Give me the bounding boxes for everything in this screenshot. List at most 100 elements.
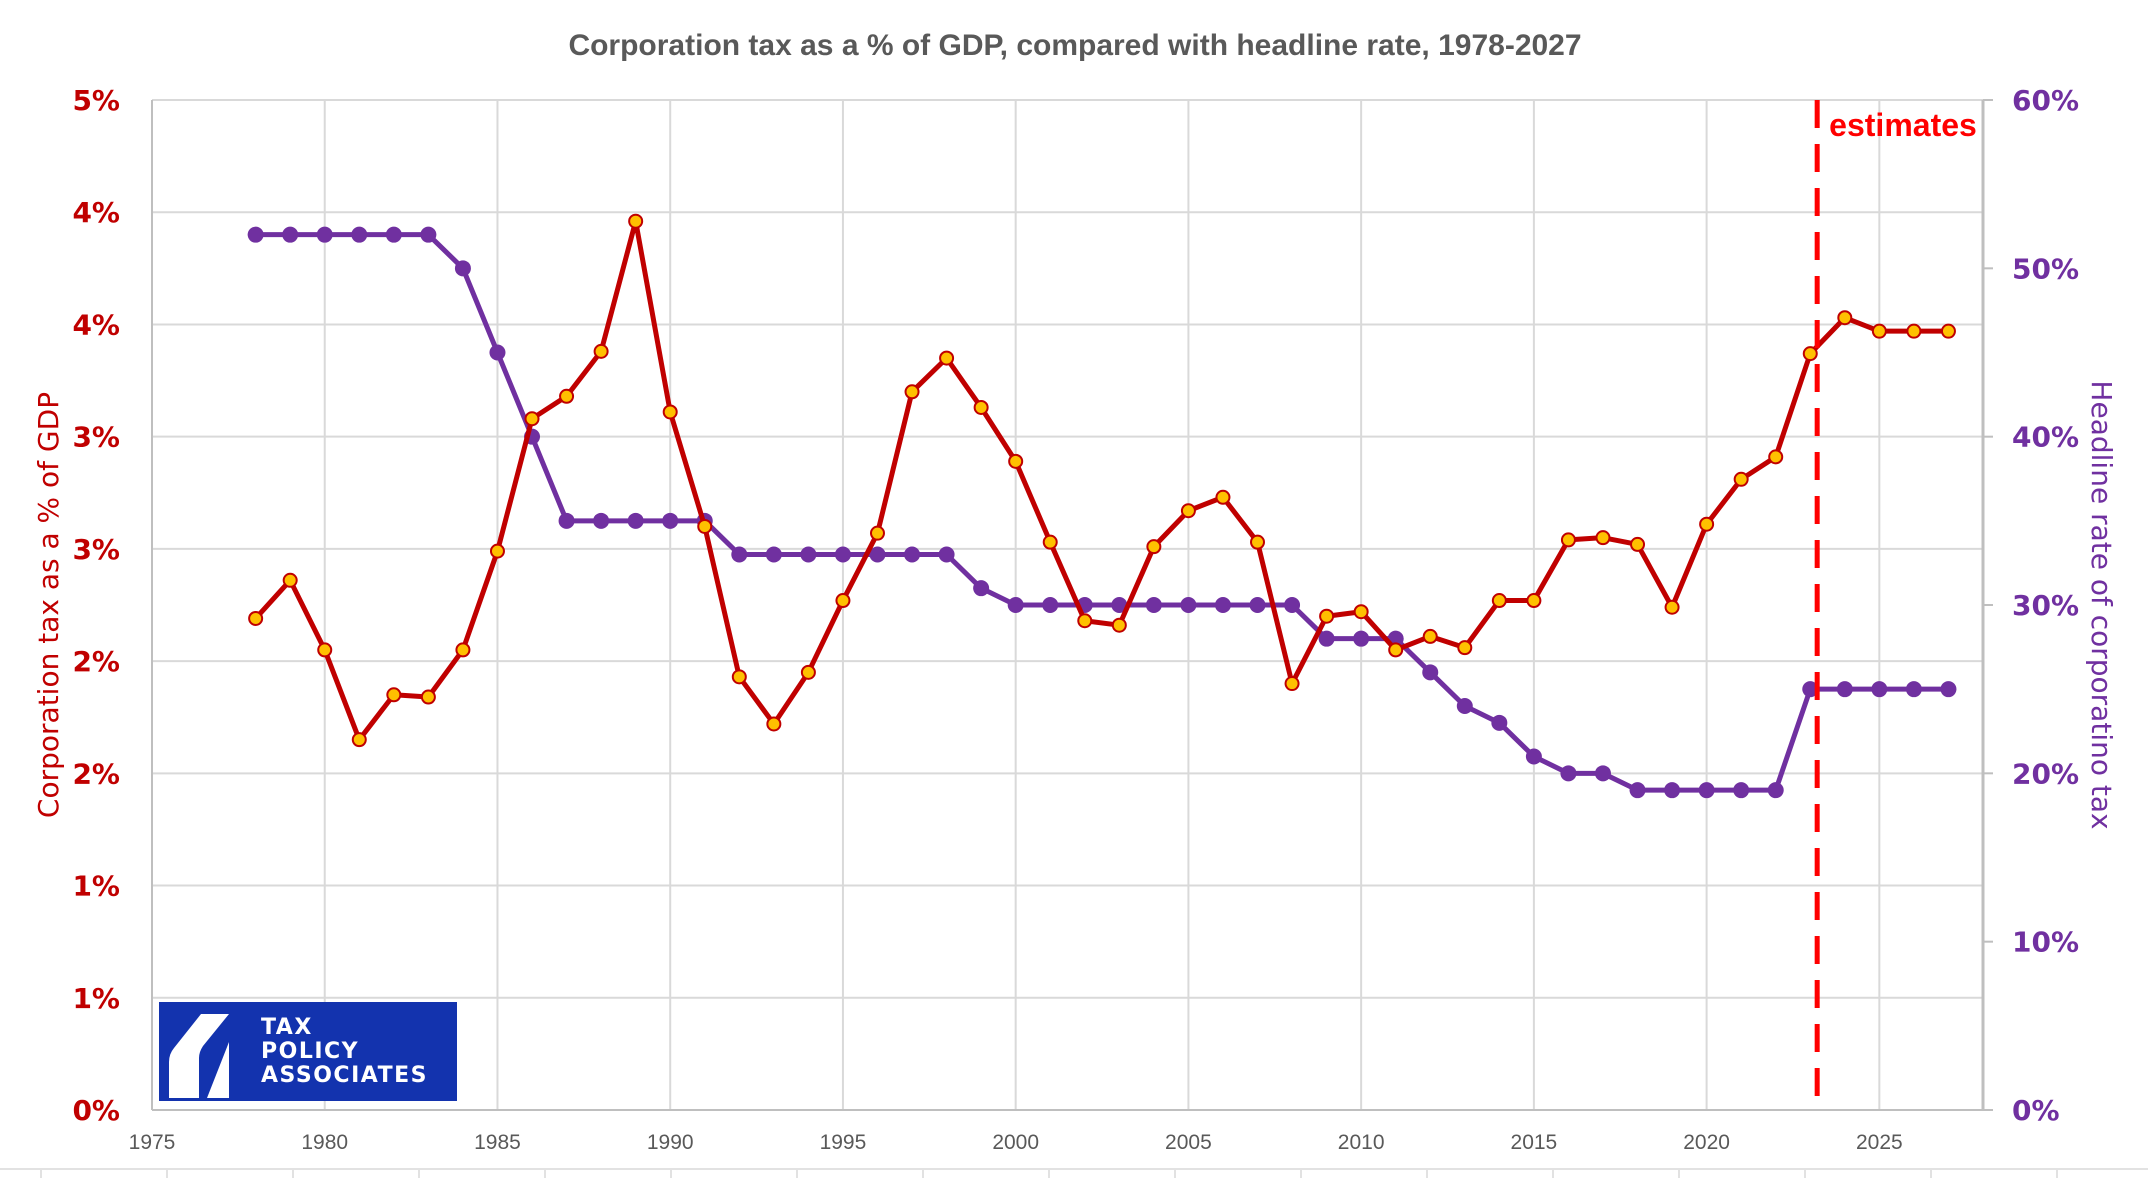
ct-gdp-point [559, 388, 575, 404]
ct-gdp-point [973, 399, 989, 415]
ct-gdp-point [697, 518, 713, 534]
x-tick-label: 1975 [129, 1131, 176, 1154]
left-y-tick-label: 0% [72, 1094, 120, 1127]
ct-gdp-point [869, 525, 885, 541]
ct-gdp-point [1422, 628, 1438, 644]
series-headline-rate [247, 226, 1957, 799]
logo-text: TAX POLICY ASSOCIATES [261, 1016, 428, 1088]
ct-gdp-point [731, 669, 747, 685]
ct-gdp-point [1802, 346, 1818, 362]
rate-point [627, 512, 644, 529]
rate-point [558, 512, 575, 529]
rate-point [1594, 765, 1611, 782]
ct-gdp-point [1042, 534, 1058, 550]
rate-point [420, 226, 437, 243]
rate-point [1940, 681, 1957, 698]
rate-point [1836, 681, 1853, 698]
ct-gdp-point [662, 404, 678, 420]
rate-point [1214, 597, 1231, 613]
rate-point [1767, 782, 1784, 799]
rate-point [1733, 782, 1750, 799]
x-tick-label: 1995 [820, 1131, 867, 1154]
estimates-label: estimates [1829, 107, 1977, 143]
rate-point [1664, 782, 1681, 799]
left-y-ticks: 0% 1% 1% 2% 2% 3% 3% 4% 4% 5% [72, 84, 120, 1127]
left-y-tick-label: 4% [72, 308, 120, 341]
x-tick-label: 2010 [1338, 1131, 1385, 1154]
ct-gdp-point [835, 593, 851, 609]
x-tick-label: 2015 [1511, 1131, 1558, 1154]
rate-point [351, 226, 368, 243]
rate-point [1111, 597, 1128, 613]
annotations: estimates [1814, 100, 1977, 1098]
chart-title: Corporation tax as a % of GDP, compared … [568, 29, 1581, 62]
x-tick-label: 1980 [301, 1131, 348, 1154]
logo-line: TAX [261, 1015, 313, 1040]
right-y-tick-label: 40% [2012, 421, 2079, 454]
rate-point [1491, 714, 1508, 731]
right-y-tick-label: 20% [2012, 757, 2079, 790]
spreadsheet-grid-strip [0, 1168, 2148, 1178]
rate-point [1456, 698, 1473, 714]
rate-point [1871, 681, 1888, 698]
rate-point [385, 226, 402, 243]
right-y-tick-label: 60% [2012, 84, 2079, 117]
ct-gdp-point [386, 687, 402, 703]
ct-gdp-point [1664, 599, 1680, 615]
rate-point [731, 546, 748, 563]
ct-gdp-point [1111, 617, 1127, 633]
rate-point [1629, 782, 1646, 799]
rate-point [800, 546, 817, 563]
ct-gdp-point [766, 716, 782, 732]
ct-gdp-point [1837, 310, 1853, 326]
ct-gdp-point [1595, 530, 1611, 546]
ct-gdp-point [1388, 642, 1404, 658]
ct-gdp-point [455, 642, 471, 658]
ct-gdp-point [1630, 536, 1646, 552]
ct-gdp-point [593, 343, 609, 359]
ct-gdp-point [1940, 323, 1956, 339]
y-axis-label-right: Headline rate of corporatino tax [2085, 380, 2118, 829]
ct-gdp-point [1077, 613, 1093, 629]
rate-point [1422, 664, 1439, 681]
rate-point [1353, 630, 1370, 647]
left-y-tick-label: 1% [72, 870, 120, 903]
y-axis-label-left: Corporation tax as a % of GDP [32, 392, 65, 818]
ct-gdp-point [1699, 516, 1715, 532]
left-y-tick-label: 3% [72, 533, 120, 566]
ct-gdp-point [1008, 453, 1024, 469]
ct-gdp-point [1871, 323, 1887, 339]
left-y-tick-label: 4% [72, 196, 120, 229]
rate-point [489, 344, 506, 361]
ct-gdp-point [420, 689, 436, 705]
left-y-tick-label: 5% [72, 84, 120, 117]
ct-gdp-point [1560, 532, 1576, 548]
rate-point [834, 546, 851, 563]
ct-gdp-point [800, 664, 816, 680]
rate-point [765, 546, 782, 563]
left-y-tick-label: 2% [72, 645, 120, 678]
left-y-tick-label: 2% [72, 757, 120, 790]
rate-point [1318, 630, 1335, 647]
ct-gdp-point [351, 732, 367, 748]
rate-point [1249, 597, 1266, 613]
rate-point [938, 546, 955, 563]
rate-point [593, 512, 610, 529]
x-tick-label: 1985 [474, 1131, 521, 1154]
right-y-tick-label: 50% [2012, 252, 2079, 285]
left-y-tick-label: 3% [72, 421, 120, 454]
ct-gdp-point [1180, 503, 1196, 519]
rate-point [973, 580, 990, 597]
ct-gdp-point [628, 213, 644, 229]
ct-gdp-point [1146, 539, 1162, 555]
rate-point [1145, 597, 1162, 613]
ct-gdp-point [1284, 676, 1300, 692]
ct-gdp-point [1906, 323, 1922, 339]
x-tick-label: 2020 [1683, 1131, 1730, 1154]
rate-point [1525, 748, 1542, 765]
ct-gdp-point [524, 411, 540, 427]
ct-gdp-point [1319, 608, 1335, 624]
logo-line: POLICY [261, 1039, 360, 1064]
right-y-ticks: 0% 10% 20% 30% 40% 50% 60% [2012, 84, 2079, 1127]
